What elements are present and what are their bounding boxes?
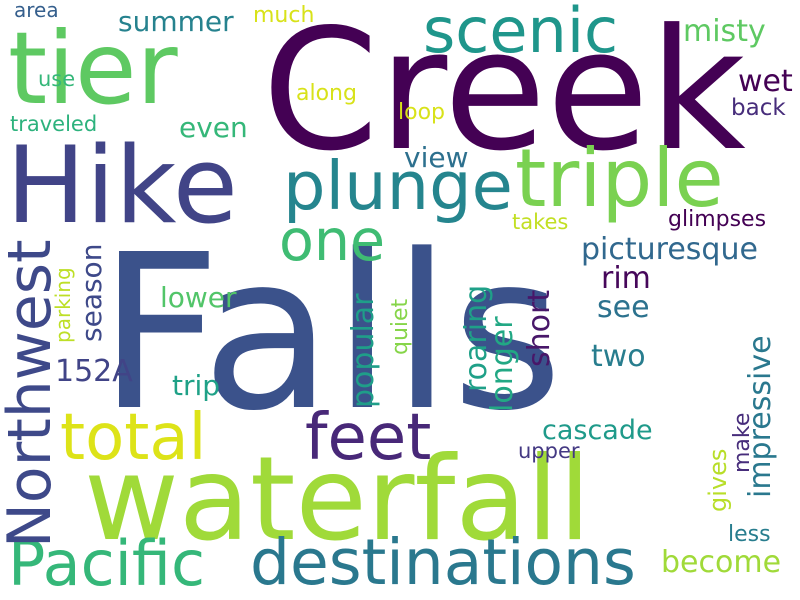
word-takes: takes (512, 210, 569, 234)
word-rim: rim (601, 261, 651, 296)
word-waterfall: waterfall (84, 432, 591, 567)
word-along: along (296, 81, 357, 106)
word-upper: upper (518, 439, 580, 463)
word-less: less (728, 522, 771, 547)
word-destinations: destinations (250, 526, 636, 599)
word-quiet: quiet (388, 298, 413, 355)
word-use: use (38, 67, 76, 91)
word-wet: wet (738, 64, 793, 99)
word-cascade: cascade (542, 415, 653, 446)
word-loop: loop (398, 100, 445, 125)
word-see: see (597, 290, 650, 325)
word-season: season (75, 243, 108, 342)
word-longer: longer (485, 316, 520, 412)
word-glimpses: glimpses (668, 207, 767, 232)
word-pacific: Pacific (8, 527, 206, 600)
word-total: total (60, 401, 207, 475)
word-much: much (253, 3, 315, 28)
word-two: two (591, 339, 646, 374)
word-picturesque: picturesque (581, 232, 758, 267)
word-feet: feet (305, 401, 432, 475)
word-popular: popular (346, 293, 381, 408)
word-traveled: traveled (10, 112, 98, 136)
word-even: even (179, 111, 248, 144)
word-152a: 152A (55, 354, 133, 389)
word-lower: lower (160, 281, 237, 314)
word-view: view (404, 141, 469, 174)
word-make: make (730, 412, 755, 473)
word-tier: tier (8, 10, 178, 127)
word-gives: gives (704, 448, 732, 512)
word-misty: misty (683, 14, 766, 49)
word-become: become (661, 545, 782, 580)
word-back: back (731, 95, 786, 121)
word-hike: Hike (6, 124, 238, 247)
word-one: one (279, 208, 386, 274)
word-area: area (14, 0, 59, 22)
word-trip: trip (172, 369, 221, 402)
word-creek: Creek (262, 0, 746, 188)
word-triple: triple (515, 132, 724, 225)
word-falls: Falls (98, 209, 563, 458)
word-scenic: scenic (423, 0, 619, 67)
word-parking: parking (51, 267, 75, 343)
word-plunge: plunge (283, 147, 513, 225)
word-short: short (522, 289, 557, 367)
word-summer: summer (118, 5, 234, 38)
